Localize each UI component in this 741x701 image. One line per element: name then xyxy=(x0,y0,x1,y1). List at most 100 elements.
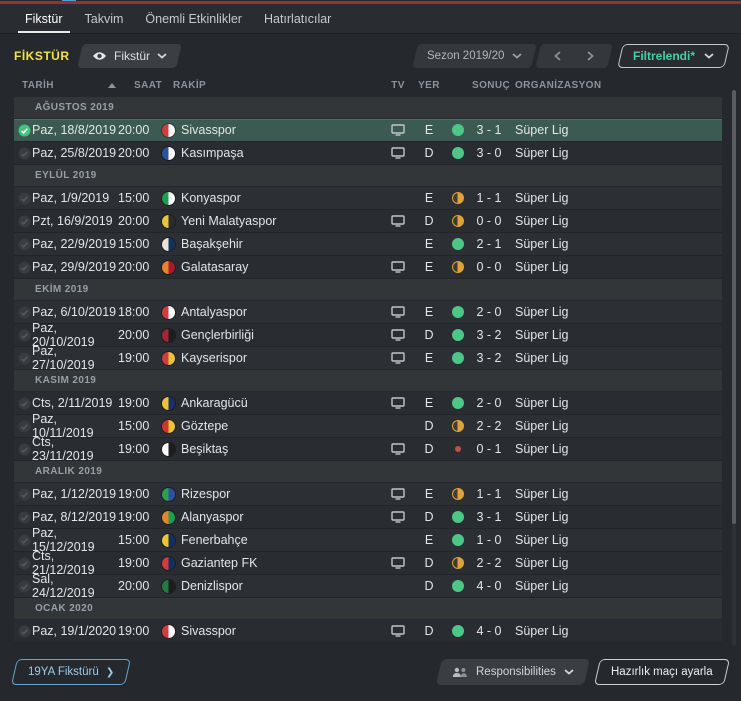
u19-fixtures-button[interactable]: 19YA Fikstürü ❯ xyxy=(10,658,132,685)
fixture-row[interactable]: Pzt, 16/9/2019 20:00 Yeni Malatyaspor D 0 - … xyxy=(14,210,722,233)
opponent-cell: Alanyaspor xyxy=(162,506,382,528)
match-time: 15:00 xyxy=(118,237,150,251)
chevron-down-icon xyxy=(564,668,574,675)
season-dropdown[interactable]: Sezon 2019/20 xyxy=(411,44,537,68)
match-date: Cts, 23/11/2019 xyxy=(32,435,94,463)
tv-broadcast-icon xyxy=(382,233,414,255)
prev-season-button[interactable] xyxy=(554,51,561,61)
venue-letter: E xyxy=(424,396,434,410)
tab-hatirlaticilar[interactable]: Hatırlatıcılar xyxy=(253,4,342,33)
tv-broadcast-icon xyxy=(382,119,414,141)
competition-name: Süper Lig xyxy=(515,396,569,410)
played-check-icon xyxy=(14,575,32,597)
venue-letter: D xyxy=(424,556,434,570)
opponent-cell: Gençlerbirliği xyxy=(162,324,382,346)
match-score: 4 - 0 xyxy=(476,579,502,593)
fixtures-toolbar: FİKSTÜR Fikstür Sezon 2019/20 xyxy=(0,42,741,70)
month-header: KASIM 2019 xyxy=(14,370,722,392)
match-time: 19:00 xyxy=(118,487,150,501)
scrollbar-track[interactable] xyxy=(732,90,736,646)
team-name: Gençlerbirliği xyxy=(181,328,254,342)
competition-name: Süper Lig xyxy=(515,510,569,524)
column-header-tv[interactable]: TV xyxy=(382,75,414,95)
match-time: 15:00 xyxy=(118,419,150,433)
fixture-row[interactable]: Paz, 10/11/2019 15:00 Göztepe D 2 - 2 Süper L… xyxy=(14,412,722,440)
played-check-icon xyxy=(14,210,32,232)
fixture-row[interactable]: Paz, 20/10/2019 20:00 Gençlerbirliği D 3 - 2… xyxy=(14,321,722,349)
column-header-label: TV xyxy=(391,79,405,91)
opponent-cell: Kasımpaşa xyxy=(162,142,382,164)
column-header-time[interactable]: SAAT xyxy=(118,75,162,95)
played-check-icon xyxy=(14,142,32,164)
competition-name: Süper Lig xyxy=(515,556,569,570)
filter-dropdown-button[interactable]: Filtrelendi* xyxy=(617,44,730,68)
tv-broadcast-icon xyxy=(382,256,414,278)
column-header-date[interactable]: TARİH xyxy=(14,75,118,95)
fixture-row[interactable]: Paz, 15/12/2019 15:00 Fenerbahçe E 1 - 0 Süpe… xyxy=(14,526,722,554)
filter-label: Filtrelendi* xyxy=(632,49,695,63)
team-name: Sivasspor xyxy=(181,123,236,137)
fixture-row[interactable]: Paz, 1/12/2019 19:00 Rizespor E 1 - 1 Süper L… xyxy=(14,483,722,506)
column-header-venue[interactable]: YER xyxy=(414,75,444,95)
match-score: 4 - 0 xyxy=(476,624,502,638)
match-score: 3 - 1 xyxy=(476,510,502,524)
team-logo-icon xyxy=(162,305,175,319)
fixture-row[interactable]: Paz, 25/8/2019 20:00 Kasımpaşa D 3 - 0 Süper … xyxy=(14,142,722,165)
column-header-organization[interactable]: ORGANİZASYON xyxy=(507,75,722,95)
played-check-icon xyxy=(14,256,32,278)
team-name: Kayserispor xyxy=(181,351,247,365)
match-time: 20:00 xyxy=(118,123,150,137)
column-header-label: RAKİP xyxy=(173,79,207,91)
competition-name: Süper Lig xyxy=(515,442,569,456)
result-win-icon xyxy=(451,511,464,523)
column-header-opponent[interactable]: RAKİP xyxy=(162,75,382,95)
played-check-icon xyxy=(14,620,32,642)
match-date: Paz, 18/8/2019 xyxy=(32,123,117,137)
view-dropdown[interactable]: Fikstür xyxy=(76,44,182,68)
fixture-row[interactable]: Paz, 6/10/2019 18:00 Antalyaspor E 2 - 0 Süpe… xyxy=(14,301,722,324)
match-score: 3 - 2 xyxy=(476,328,502,342)
responsibilities-button[interactable]: Responsibilities xyxy=(436,658,591,685)
team-name: Gaziantep FK xyxy=(181,556,258,570)
tv-broadcast-icon xyxy=(382,187,414,209)
venue-letter: D xyxy=(424,442,434,456)
result-draw-icon xyxy=(451,192,464,204)
competition-name: Süper Lig xyxy=(515,214,569,228)
column-header-label: SONUÇ xyxy=(472,79,511,91)
tab-takvim[interactable]: Takvim xyxy=(74,4,135,33)
chevron-down-icon xyxy=(156,53,167,59)
fixture-row[interactable]: Paz, 19/1/2020 19:00 Sivasspor D 4 - 0 Süper … xyxy=(14,620,722,643)
fixture-row[interactable]: Cts, 23/11/2019 19:00 Beşiktaş D 0 - 1 Süper … xyxy=(14,435,722,463)
match-date: Paz, 25/8/2019 xyxy=(32,146,117,160)
section-tabbar: Fikstür Takvim Önemli Etkinlikler Hatırl… xyxy=(0,4,741,34)
played-check-icon xyxy=(14,233,32,255)
fixture-row[interactable]: Paz, 27/10/2019 19:00 Kayserispor E 3 - 2 Süp… xyxy=(14,344,722,372)
tab-label: Önemli Etkinlikler xyxy=(145,11,242,26)
opponent-cell: Galatasaray xyxy=(162,256,382,278)
match-date: Paz, 8/12/2019 xyxy=(32,510,117,524)
tab-onemli-etkinlikler[interactable]: Önemli Etkinlikler xyxy=(134,4,253,33)
venue-letter: D xyxy=(424,510,434,524)
tab-fikstur[interactable]: Fikstür xyxy=(14,4,74,33)
arrange-friendly-button[interactable]: Hazırlık maçı ayarla xyxy=(594,658,731,685)
fixture-row[interactable]: Paz, 18/8/2019 20:00 Sivasspor E 3 - 1 Süper … xyxy=(14,119,722,142)
fixture-row[interactable]: Cts, 2/11/2019 19:00 Ankaragücü E 2 - 0 Süper… xyxy=(14,392,722,415)
tv-broadcast-icon xyxy=(382,301,414,323)
venue-letter: D xyxy=(424,579,434,593)
team-name: Alanyaspor xyxy=(181,510,244,524)
fixture-row[interactable]: Paz, 1/9/2019 15:00 Konyaspor E 1 - 1 Süper L… xyxy=(14,187,722,210)
fixture-row[interactable]: Cts, 21/12/2019 19:00 Gaziantep FK D 2 - 2 Sü… xyxy=(14,549,722,577)
tv-broadcast-icon xyxy=(382,347,414,369)
column-header-result[interactable]: SONUÇ xyxy=(444,75,511,95)
competition-name: Süper Lig xyxy=(515,533,569,547)
match-date: Paz, 1/12/2019 xyxy=(32,487,117,501)
fixture-row[interactable]: Sal, 24/12/2019 20:00 Denizlispor D 4 - 0 Süp… xyxy=(14,572,722,600)
next-season-button[interactable] xyxy=(587,51,594,61)
tv-broadcast-icon xyxy=(382,575,414,597)
scrollbar-thumb[interactable] xyxy=(732,90,736,524)
fixture-row[interactable]: Paz, 29/9/2019 20:00 Galatasaray E 0 - 0 Süpe… xyxy=(14,256,722,279)
opponent-cell: Gaziantep FK xyxy=(162,552,382,574)
team-logo-icon xyxy=(162,146,175,160)
fixture-row[interactable]: Paz, 8/12/2019 19:00 Alanyaspor D 3 - 1 Süper… xyxy=(14,506,722,529)
fixture-row[interactable]: Paz, 22/9/2019 15:00 Başakşehir E 2 - 1 Süper… xyxy=(14,233,722,256)
